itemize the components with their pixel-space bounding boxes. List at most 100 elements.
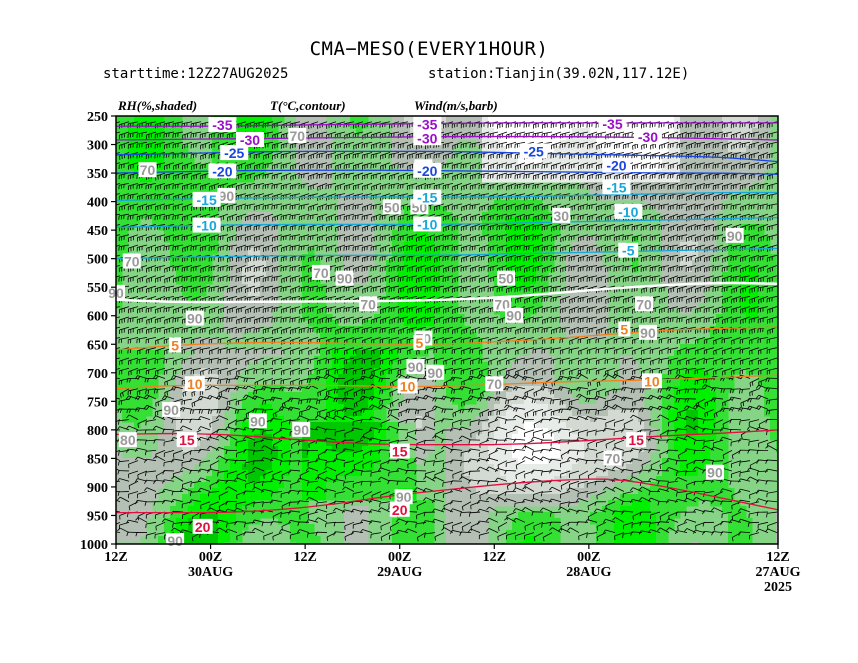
wind-barb xyxy=(388,141,400,149)
wind-barb xyxy=(703,131,715,139)
wind-barb xyxy=(469,141,481,149)
wind-barb xyxy=(119,141,130,150)
wind-barb xyxy=(272,152,283,160)
temperature-contour-label: 10 xyxy=(641,373,662,389)
wind-barb xyxy=(208,131,220,139)
wind-barb xyxy=(380,152,391,160)
temperature-contour-label: 5 xyxy=(169,337,182,353)
pressure-tick-label: 300 xyxy=(87,139,108,154)
rh-contour-label: 70 xyxy=(311,264,330,281)
start-time-label: starttime:12Z27AUG2025 xyxy=(103,66,289,82)
wind-barb xyxy=(154,131,166,139)
wind-barb xyxy=(290,152,301,160)
wind-barb xyxy=(766,141,778,149)
temperature-contour-label: -15 xyxy=(413,189,442,206)
wind-barb xyxy=(190,141,202,149)
temperature-contour-label: -30 xyxy=(413,130,442,146)
wind-barb xyxy=(587,141,598,150)
pressure-tick-label: 450 xyxy=(87,224,108,239)
wind-barb xyxy=(145,141,157,149)
rh-contour-label: 70 xyxy=(288,128,307,144)
rh-contour-label: 30 xyxy=(552,207,571,224)
chart-title: CMA−MESO(EVERY1HOUR) xyxy=(309,38,549,60)
wind-barb xyxy=(325,152,337,160)
wind-barb xyxy=(280,152,292,159)
wind-barb xyxy=(766,131,778,139)
wind-barb xyxy=(146,131,157,140)
wind-barb xyxy=(505,141,517,149)
date-tick-label: 28AUG xyxy=(566,565,611,580)
wind-barb xyxy=(659,141,670,150)
time-tick-label: 12Z xyxy=(293,550,316,565)
wind-barb xyxy=(731,141,742,150)
rh-contour-label: 80 xyxy=(118,432,137,448)
time-tick-label: 00Z xyxy=(577,550,600,565)
wind-barb xyxy=(442,141,454,149)
wind-barb xyxy=(116,131,121,134)
wind-barb xyxy=(352,131,364,139)
wind-barb xyxy=(667,141,679,149)
pressure-axis: 250 300 350 400 450 500 550 600 650 700 750 800 850 9… xyxy=(80,110,116,553)
wind-barb xyxy=(469,152,481,159)
wind-barb xyxy=(748,141,760,149)
pressure-tick-label: 800 xyxy=(87,424,108,439)
wind-barb xyxy=(172,141,184,149)
wind-barb xyxy=(712,141,724,149)
wind-barb xyxy=(316,131,328,139)
temperature-contour-label: -10 xyxy=(413,216,442,232)
time-tick-label: 00Z xyxy=(388,550,411,565)
wind-barb xyxy=(379,141,391,149)
wind-barb xyxy=(686,141,697,150)
wind-barb xyxy=(694,131,706,138)
temperature-contour-label: -25 xyxy=(519,143,548,159)
wind-barb xyxy=(299,141,310,150)
temperature-contour-label: 15 xyxy=(176,432,197,448)
wind-barb xyxy=(253,152,265,159)
wind-barb xyxy=(263,152,274,160)
wind-barb xyxy=(308,141,319,150)
temperature-contour-label: 20 xyxy=(192,518,213,535)
pressure-tick-label: 650 xyxy=(87,338,108,353)
year-tick-label: 2025 xyxy=(764,580,792,595)
wind-barb xyxy=(271,141,283,150)
wind-barb xyxy=(116,141,121,144)
temperature-contour-label: -20 xyxy=(413,162,442,179)
temperature-contour-label: -10 xyxy=(192,217,221,234)
wind-barb xyxy=(172,131,184,138)
wind-barb xyxy=(568,141,580,149)
rh-contour-label: 90 xyxy=(166,533,185,549)
wind-barb xyxy=(443,152,454,160)
wind-barb xyxy=(280,141,292,149)
wind-barb xyxy=(407,152,418,160)
rh-contour-label: 70 xyxy=(485,376,504,392)
wind-barb xyxy=(451,152,463,159)
wind-barb xyxy=(316,141,328,149)
wind-barb xyxy=(199,131,211,139)
rh-contour-label: 70 xyxy=(603,450,622,466)
wind-barb xyxy=(352,152,364,159)
wind-barb xyxy=(676,141,688,149)
rh-contour-label: 90 xyxy=(705,464,724,481)
wind-barb xyxy=(200,141,211,150)
wind-barb xyxy=(694,141,706,149)
rh-contour-label: 90 xyxy=(162,401,181,418)
wind-barb xyxy=(748,131,760,138)
time-tick-label: 12Z xyxy=(483,550,506,565)
wind-barb xyxy=(559,141,571,149)
temperature-contour-label: 15 xyxy=(626,432,647,448)
rh-contour-label: 90 xyxy=(725,227,744,244)
wind-barb xyxy=(116,152,121,155)
wind-barb xyxy=(370,141,382,150)
wind-barb xyxy=(335,152,346,160)
rh-contour-label: 50 xyxy=(382,199,401,215)
temperature-contour-label: -35 xyxy=(598,115,627,132)
wind-barb xyxy=(208,141,220,149)
wind-barb xyxy=(326,141,337,150)
wind-barb xyxy=(622,141,634,149)
wind-barb xyxy=(217,131,229,139)
wind-barb xyxy=(478,141,490,149)
pressure-tick-label: 950 xyxy=(87,509,108,524)
wind-barb xyxy=(343,141,355,149)
pressure-tick-label: 600 xyxy=(87,310,108,325)
wind-barb xyxy=(136,141,148,149)
